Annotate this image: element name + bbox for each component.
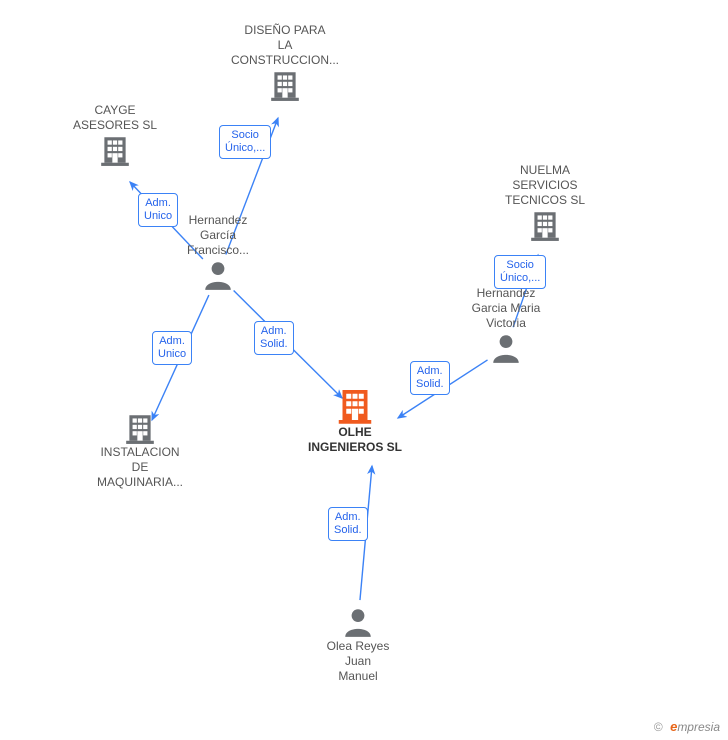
node-olea: Olea ReyesJuanManuel [298,605,418,684]
node-label: DISEÑO PARALACONSTRUCCION... [225,23,345,68]
building-icon [123,411,157,445]
node-label: NUELMASERVICIOSTECNICOS SL [485,163,605,208]
brand: empresia [670,720,720,734]
node-diseno: DISEÑO PARALACONSTRUCCION... [225,23,345,102]
building-icon [335,385,375,425]
copyright-symbol: © [654,720,663,734]
node-hernandez_mv: HernandezGarcia MariaVictoria [446,286,566,365]
edge-label: Adm. Solid. [254,321,294,355]
node-label: HernandezGarcia MariaVictoria [446,286,566,331]
node-cayge: CAYGEASESORES SL [55,103,175,167]
building-icon [98,133,132,167]
building-icon [268,68,302,102]
node-label: Olea ReyesJuanManuel [298,639,418,684]
node-label: CAYGEASESORES SL [55,103,175,133]
node-center: OLHEINGENIEROS SL [295,385,415,455]
edge-label: Adm. Solid. [410,361,450,395]
node-label: OLHEINGENIEROS SL [295,425,415,455]
edge-label: Adm. Unico [152,331,192,365]
edge-label: Socio Único,... [494,255,546,289]
node-instalacion: INSTALACIONDEMAQUINARIA... [80,411,200,490]
edge-label: Adm. Unico [138,193,178,227]
person-icon [341,605,375,639]
watermark: © empresia [654,719,720,734]
edge-label: Socio Único,... [219,125,271,159]
node-nuelma: NUELMASERVICIOSTECNICOS SL [485,163,605,242]
node-label: INSTALACIONDEMAQUINARIA... [80,445,200,490]
person-icon [489,331,523,365]
person-icon [201,258,235,292]
building-icon [528,208,562,242]
edge-label: Adm. Solid. [328,507,368,541]
